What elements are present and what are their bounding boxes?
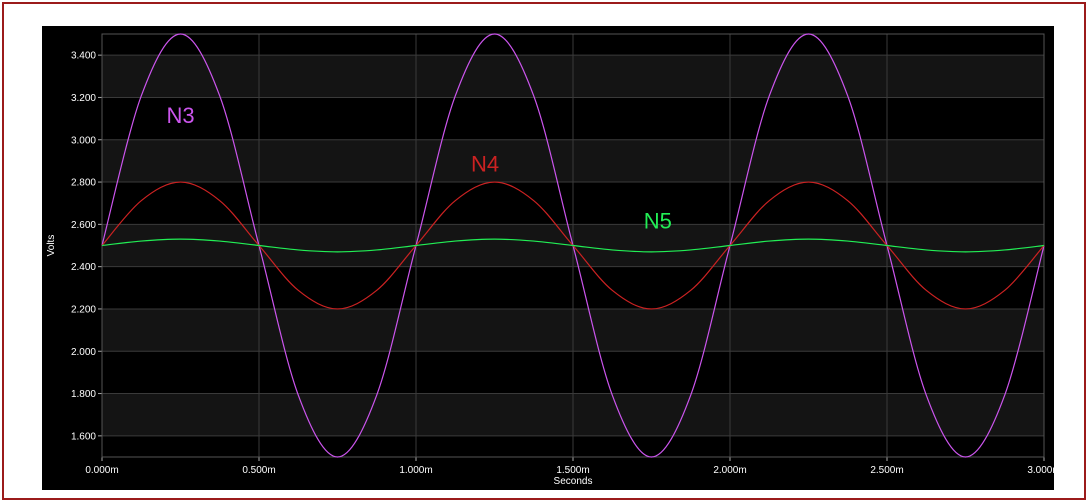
x-tick-label: 1.500m (556, 465, 589, 476)
x-tick-label: 1.000m (399, 465, 432, 476)
y-tick-label: 2.400 (71, 262, 96, 273)
series-label-n5: N5 (644, 209, 672, 234)
y-tick-label: 2.600 (71, 220, 96, 231)
y-tick-label: 1.800 (71, 389, 96, 400)
x-tick-label: 0.500m (242, 465, 275, 476)
y-tick-label: 1.600 (71, 431, 96, 442)
y-tick-label: 3.000 (71, 135, 96, 146)
series-line-n5 (101, 238, 1045, 253)
y-tick-label: 3.400 (71, 51, 96, 62)
plot-svg: 1.600 1.800 2.000 2.200 2.400 2.600 2.800 3.000… (46, 33, 1054, 487)
y-tick-label: 2.200 (71, 304, 96, 315)
chart-area: 1.600 1.800 2.000 2.200 2.400 2.600 2.800 3.000… (42, 26, 1054, 490)
x-tick-label: 2.000m (713, 465, 746, 476)
y-tick-label: 2.000 (71, 347, 96, 358)
y-axis-title: Volts (46, 235, 57, 257)
x-tick-label: 0.000m (85, 465, 118, 476)
series-label-n4: N4 (471, 151, 499, 176)
x-tick-label: 2.500m (870, 465, 903, 476)
series-label-n3: N3 (166, 103, 194, 128)
x-axis-title: Seconds (554, 476, 593, 487)
y-tick-label: 3.200 (71, 93, 96, 104)
x-tick-label: 3.000m (1027, 465, 1054, 476)
y-tick-label: 2.800 (71, 178, 96, 189)
